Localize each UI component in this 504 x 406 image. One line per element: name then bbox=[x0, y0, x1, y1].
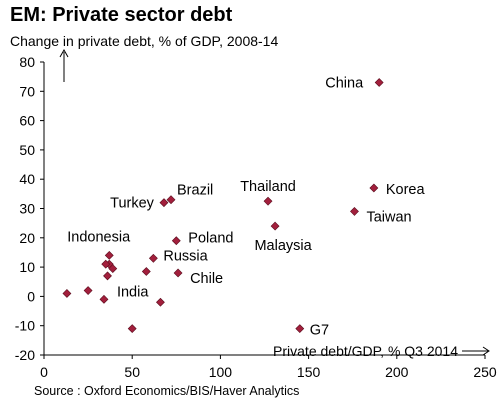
x-tick-label: 50 bbox=[124, 364, 140, 380]
y-arrow-head bbox=[59, 48, 69, 58]
point-russia bbox=[148, 253, 158, 263]
source-note: Source : Oxford Economics/BIS/Haver Anal… bbox=[34, 384, 300, 398]
data-labels: China Korea Taiwan Thailand Malaysia Brazil Tu… bbox=[67, 76, 425, 339]
point-label-russia: Russia bbox=[163, 248, 208, 264]
x-tick-label: 0 bbox=[40, 364, 48, 380]
point-chile bbox=[173, 268, 183, 278]
point-label-india: India bbox=[117, 284, 149, 300]
y-axis-title: Change in private debt, % of GDP, 2008-1… bbox=[10, 33, 279, 49]
y-tick-label: 80 bbox=[19, 54, 35, 70]
point-unlabeled-16 bbox=[141, 267, 151, 276]
point-label-indonesia: Indonesia bbox=[67, 229, 131, 245]
point-label-korea: Korea bbox=[386, 182, 426, 198]
point-malaysia bbox=[270, 221, 280, 231]
y-tick-label: -20 bbox=[15, 347, 35, 363]
chart-title: EM: Private sector debt bbox=[10, 4, 233, 26]
point-unlabeled-21 bbox=[127, 324, 137, 334]
x-tick-label: 250 bbox=[473, 364, 497, 380]
x-axis-title: Private debt/GDP, % Q3 2014 bbox=[273, 343, 458, 359]
x-tick-label: 200 bbox=[385, 364, 409, 380]
y-tick-label: 10 bbox=[19, 259, 35, 275]
x-arrow-head bbox=[482, 346, 490, 356]
y-tick-label: 60 bbox=[19, 113, 35, 129]
point-turkey bbox=[159, 198, 169, 208]
point-unlabeled-20 bbox=[99, 294, 109, 304]
point-g7 bbox=[295, 324, 305, 334]
point-indonesia bbox=[104, 250, 114, 260]
point-label-chile: Chile bbox=[190, 271, 223, 287]
point-unlabeled-17 bbox=[103, 271, 112, 281]
point-unlabeled-14 bbox=[101, 259, 111, 269]
point-india bbox=[155, 297, 165, 307]
point-label-turkey: Turkey bbox=[110, 196, 155, 212]
point-label-brazil: Brazil bbox=[177, 183, 213, 199]
point-unlabeled-19 bbox=[83, 286, 93, 295]
y-tick-label: -10 bbox=[15, 318, 35, 334]
point-taiwan bbox=[350, 207, 359, 216]
y-tick-label: 30 bbox=[19, 201, 35, 217]
point-china bbox=[374, 78, 384, 87]
x-tick-label: 150 bbox=[297, 364, 321, 380]
point-unlabeled-18 bbox=[62, 289, 72, 298]
y-tick-label: 40 bbox=[19, 171, 35, 187]
y-tick-label: 50 bbox=[19, 142, 35, 158]
x-tick-label: 100 bbox=[209, 364, 233, 380]
point-thailand bbox=[263, 196, 273, 206]
point-label-g7: G7 bbox=[310, 323, 329, 339]
y-tick-label: 70 bbox=[19, 83, 35, 99]
point-brazil bbox=[166, 195, 176, 205]
point-label-taiwan: Taiwan bbox=[366, 209, 411, 225]
y-tick-label: 0 bbox=[27, 288, 35, 304]
point-label-poland: Poland bbox=[188, 231, 233, 247]
point-poland bbox=[171, 236, 181, 246]
y-tick-label: 20 bbox=[19, 230, 35, 246]
point-label-malaysia: Malaysia bbox=[254, 238, 312, 254]
point-unlabeled-15 bbox=[108, 264, 118, 273]
axes: -20 -10 0 10 20 30 40 50 60 70 80 0 50 100 150 200 250 Pr… bbox=[15, 48, 497, 380]
point-korea bbox=[369, 183, 379, 193]
point-label-thailand: Thailand bbox=[240, 179, 296, 195]
point-label-china: China bbox=[325, 76, 364, 92]
data-points bbox=[62, 78, 384, 334]
